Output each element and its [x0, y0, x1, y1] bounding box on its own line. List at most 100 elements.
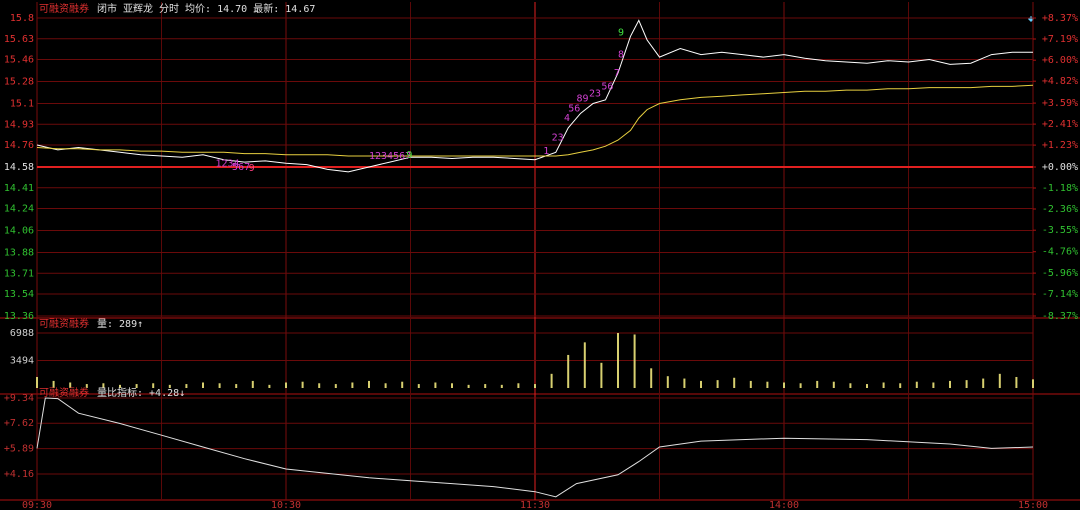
volume-bar: [202, 382, 204, 388]
y-tick-label: 3494: [10, 356, 34, 367]
y2-tick-label: +4.82%: [1042, 76, 1078, 87]
y2-tick-label: +6.00%: [1042, 55, 1078, 66]
volume-bar: [368, 380, 370, 388]
volume-bar: [235, 384, 238, 388]
volume-bar: [451, 383, 453, 388]
y-tick-label: +9.34: [4, 393, 34, 404]
volume-bar: [434, 382, 437, 388]
y2-tick-label: +8.37%: [1042, 13, 1078, 24]
volume-bar: [700, 380, 702, 388]
panel-title: 可融资融券: [39, 2, 89, 15]
volume-bar: [218, 383, 221, 388]
volume-bar: [965, 380, 968, 388]
y-tick-label: 13.71: [4, 268, 34, 279]
volume-bar: [85, 384, 88, 388]
volume-bar: [1015, 376, 1018, 388]
x-tick-label: 11:30: [520, 500, 550, 510]
panel-title: 可融资融券: [39, 386, 89, 399]
volume-bar: [534, 384, 536, 388]
y-tick-label: 14.93: [4, 119, 34, 130]
y-tick-label: 15.63: [4, 34, 34, 45]
y-tick-label: +5.89: [4, 444, 34, 455]
annotation: 9: [249, 163, 255, 174]
volume-bar: [766, 381, 769, 388]
y-tick-label: 6988: [10, 328, 34, 339]
volume-bar: [69, 382, 72, 388]
volume-bar: [401, 381, 404, 388]
annotation: 89: [577, 94, 589, 105]
panel-subtitle: 量比指标: +4.28↓: [97, 386, 185, 399]
volume-bar: [617, 333, 619, 388]
volume-bar: [932, 382, 935, 388]
annotation: 9: [618, 28, 624, 39]
volume-bar: [500, 384, 503, 388]
volume-bar: [517, 383, 520, 388]
annotation: 9: [406, 150, 412, 161]
volume-bar: [52, 380, 55, 388]
volume-bar: [683, 378, 686, 388]
volume-bar: [650, 368, 653, 388]
volume-bar: [799, 383, 802, 388]
volume-bar: [135, 384, 138, 388]
y-tick-label: 14.76: [4, 140, 34, 151]
annotation: 7: [614, 68, 620, 79]
volume-bar: [899, 383, 902, 388]
y2-tick-label: -8.37%: [1042, 311, 1078, 322]
volume-bar: [816, 380, 819, 388]
volume-bar: [633, 334, 636, 388]
volume-bar: [268, 384, 271, 388]
panel-title: 可融资融券: [39, 317, 89, 330]
annotation: 56: [568, 103, 580, 114]
volume-bar: [384, 383, 387, 388]
annotation: 1: [543, 146, 549, 157]
y-tick-label: 15.8: [10, 13, 34, 24]
volume-bar: [866, 384, 868, 388]
y-tick-label: 15.46: [4, 55, 34, 66]
series-line: [36, 84, 1034, 157]
volume-bar: [351, 382, 354, 388]
y-tick-label: 13.54: [4, 289, 34, 300]
volume-bar: [915, 381, 918, 388]
annotation: 1234: [215, 158, 239, 169]
y-tick-label: +4.16: [4, 469, 34, 480]
volume-bar: [417, 384, 420, 388]
panel-subtitle: 闭市 亚辉龙 分时 均价: 14.70 最新: 14.67: [97, 2, 315, 15]
volume-bar: [36, 376, 38, 388]
y-tick-label: 13.88: [4, 247, 34, 258]
volume-bar: [185, 384, 188, 388]
annotation: 23: [589, 89, 601, 100]
volume-bar: [102, 383, 105, 388]
volume-bar: [152, 383, 155, 388]
volume-bar: [334, 384, 337, 388]
y-tick-label: 14.06: [4, 226, 34, 237]
y-tick-label: +7.62: [4, 418, 34, 429]
series-line: [36, 19, 1033, 173]
x-tick-label: 09:30: [22, 500, 52, 510]
y2-tick-label: -1.18%: [1042, 183, 1078, 194]
volume-bar: [484, 384, 487, 388]
volume-bar: [301, 381, 304, 388]
volume-bar: [583, 342, 586, 388]
volume-bar: [733, 377, 736, 388]
annotation: 8: [618, 50, 624, 61]
y2-tick-label: +1.23%: [1042, 140, 1078, 151]
y2-tick-label: -4.76%: [1042, 247, 1078, 258]
y-tick-label: 15.1: [10, 98, 34, 109]
volume-bar: [832, 381, 835, 388]
x-tick-label: 10:30: [271, 500, 301, 510]
y-tick-label: 14.24: [4, 204, 34, 215]
volume-bar: [168, 384, 171, 388]
volume-bar: [600, 362, 603, 388]
panel-subtitle: 量: 289↑: [97, 318, 143, 330]
annotation: 567: [232, 162, 250, 173]
y2-tick-label: +7.19%: [1042, 34, 1078, 45]
volume-bar: [998, 373, 1001, 388]
y-tick-label: 14.41: [4, 183, 34, 194]
y2-tick-label: -2.36%: [1042, 204, 1078, 215]
y2-tick-label: +3.59%: [1042, 98, 1078, 109]
volume-bar: [666, 376, 669, 388]
volume-bar: [849, 383, 852, 388]
